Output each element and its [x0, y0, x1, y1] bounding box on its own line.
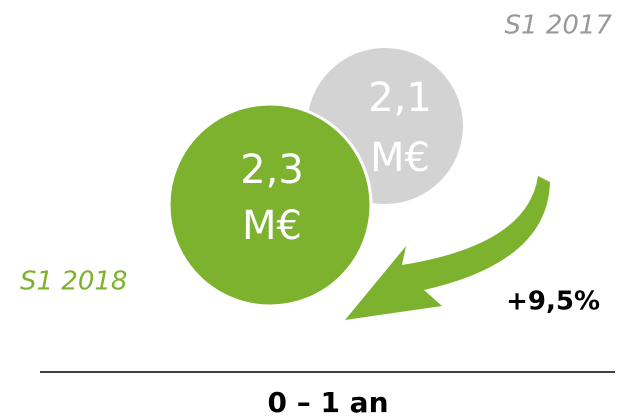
current-circle [167, 102, 373, 308]
current-amount: 2,3 [240, 147, 304, 193]
footer: 0 – 1 an [267, 386, 388, 419]
current-unit: M€ [242, 203, 302, 249]
previous-period: S1 2017 [505, 11, 613, 41]
previous-unit: M€ [370, 135, 430, 181]
arrow [345, 176, 550, 320]
change: +9,5% [506, 287, 600, 317]
previous-amount: 2,1 [368, 75, 432, 121]
current-period: S1 2018 [20, 267, 127, 297]
